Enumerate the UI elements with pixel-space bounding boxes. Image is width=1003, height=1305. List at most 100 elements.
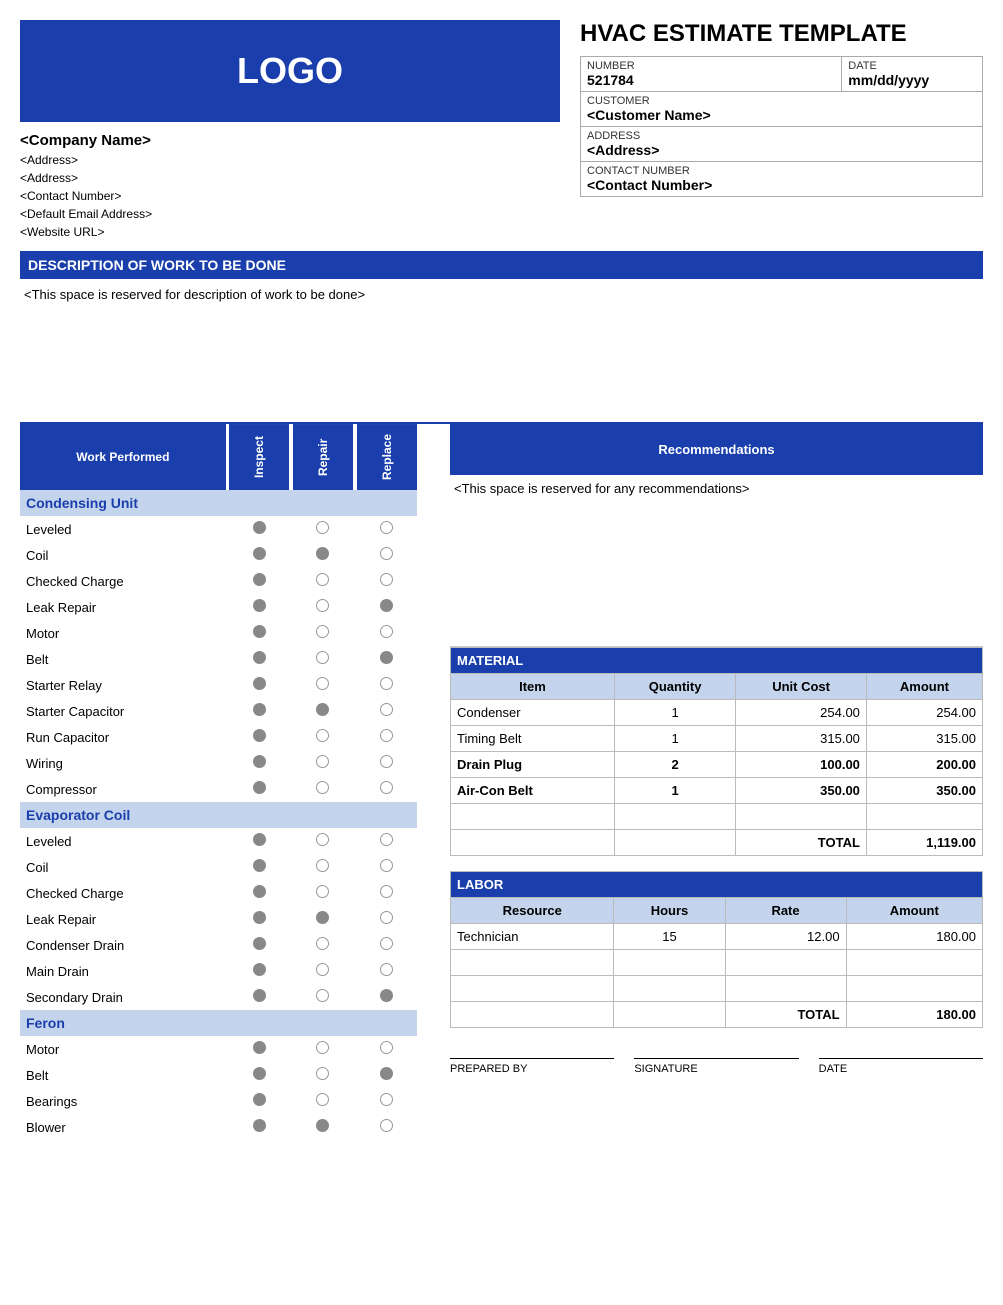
wp-status-dot[interactable] [291,724,355,750]
wp-row: Checked Charge [20,568,419,594]
wp-status-dot[interactable] [291,1036,355,1062]
labor-total-value: 180.00 [846,1002,982,1028]
wp-status-dot[interactable] [227,568,291,594]
wp-status-dot[interactable] [227,932,291,958]
wp-status-dot[interactable] [355,672,419,698]
wp-status-dot[interactable] [355,750,419,776]
wp-status-dot[interactable] [227,620,291,646]
wp-status-dot[interactable] [291,1088,355,1114]
wp-status-dot[interactable] [291,828,355,854]
wp-status-dot[interactable] [355,516,419,542]
wp-status-dot[interactable] [355,568,419,594]
wp-status-dot[interactable] [291,880,355,906]
wp-status-dot[interactable] [355,646,419,672]
wp-status-dot[interactable] [227,984,291,1010]
labor-table: LABOR Resource Hours Rate Amount Technic… [450,871,983,1028]
wp-item-label: Belt [20,1062,227,1088]
wp-status-dot[interactable] [227,724,291,750]
wp-group-row: Feron [20,1010,419,1036]
wp-item-label: Blower [20,1114,227,1140]
material-cell-unit: 100.00 [736,752,867,778]
wp-row: Wiring [20,750,419,776]
recommendations-heading: Recommendations [450,424,983,475]
wp-status-dot[interactable] [355,984,419,1010]
wp-status-dot[interactable] [355,1088,419,1114]
wp-status-dot[interactable] [291,620,355,646]
wp-status-dot[interactable] [291,1062,355,1088]
wp-status-dot[interactable] [291,984,355,1010]
wp-status-dot[interactable] [227,672,291,698]
labor-cell-res: Technician [451,924,614,950]
wp-status-dot[interactable] [291,542,355,568]
wp-status-dot[interactable] [291,906,355,932]
wp-status-dot[interactable] [291,646,355,672]
wp-status-dot[interactable] [355,854,419,880]
wp-status-dot[interactable] [355,828,419,854]
wp-status-dot[interactable] [291,750,355,776]
wp-status-dot[interactable] [355,594,419,620]
material-row: Drain Plug2100.00200.00 [451,752,983,778]
wp-status-dot[interactable] [227,854,291,880]
wp-item-label: Bearings [20,1088,227,1114]
wp-status-dot[interactable] [227,828,291,854]
wp-status-dot[interactable] [355,1062,419,1088]
wp-status-dot[interactable] [227,1062,291,1088]
wp-status-dot[interactable] [291,932,355,958]
wp-status-dot[interactable] [291,958,355,984]
wp-status-dot[interactable] [355,542,419,568]
lab-col-amt: Amount [846,898,982,924]
material-row: Air-Con Belt1350.00350.00 [451,778,983,804]
description-heading: DESCRIPTION OF WORK TO BE DONE [20,251,983,279]
wp-status-dot[interactable] [227,1114,291,1140]
wp-status-dot[interactable] [355,776,419,802]
wp-status-dot[interactable] [291,594,355,620]
wp-status-dot[interactable] [355,1036,419,1062]
wp-status-dot[interactable] [227,1088,291,1114]
wp-status-dot[interactable] [355,932,419,958]
labor-total-row: TOTAL180.00 [451,1002,983,1028]
wp-status-dot[interactable] [291,516,355,542]
material-cell-qty: 1 [614,778,735,804]
wp-status-dot[interactable] [291,1114,355,1140]
wp-status-dot[interactable] [355,698,419,724]
wp-status-dot[interactable] [227,958,291,984]
wp-item-label: Leveled [20,516,227,542]
wp-status-dot[interactable] [291,854,355,880]
contact-label: CONTACT NUMBER [587,165,976,177]
wp-status-dot[interactable] [227,542,291,568]
wp-status-dot[interactable] [227,1036,291,1062]
wp-status-dot[interactable] [355,906,419,932]
wp-row: Leveled [20,828,419,854]
address-value: <Address> [587,142,976,158]
wp-status-dot[interactable] [291,672,355,698]
material-cell-unit: 315.00 [736,726,867,752]
date-label: DATE [848,60,976,72]
wp-status-dot[interactable] [227,880,291,906]
wp-status-dot[interactable] [355,620,419,646]
labor-title: LABOR [451,872,983,898]
wp-status-dot[interactable] [227,646,291,672]
wp-status-dot[interactable] [227,594,291,620]
wp-status-dot[interactable] [291,568,355,594]
wp-status-dot[interactable] [227,516,291,542]
material-cell-qty: 1 [614,700,735,726]
company-line: <Address> [20,169,560,187]
wp-status-dot[interactable] [227,750,291,776]
wp-status-dot[interactable] [227,698,291,724]
wp-status-dot[interactable] [291,776,355,802]
wp-status-dot[interactable] [227,776,291,802]
wp-status-dot[interactable] [227,906,291,932]
address-label: ADDRESS [587,130,976,142]
logo-box: LOGO [20,20,560,122]
company-line: <Address> [20,151,560,169]
wp-status-dot[interactable] [291,698,355,724]
wp-status-dot[interactable] [355,724,419,750]
wp-row: Compressor [20,776,419,802]
wp-status-dot[interactable] [355,958,419,984]
wp-status-dot[interactable] [355,1114,419,1140]
wp-row: Leak Repair [20,906,419,932]
wp-item-label: Main Drain [20,958,227,984]
contact-value: <Contact Number> [587,177,976,193]
wp-item-label: Coil [20,854,227,880]
wp-status-dot[interactable] [355,880,419,906]
